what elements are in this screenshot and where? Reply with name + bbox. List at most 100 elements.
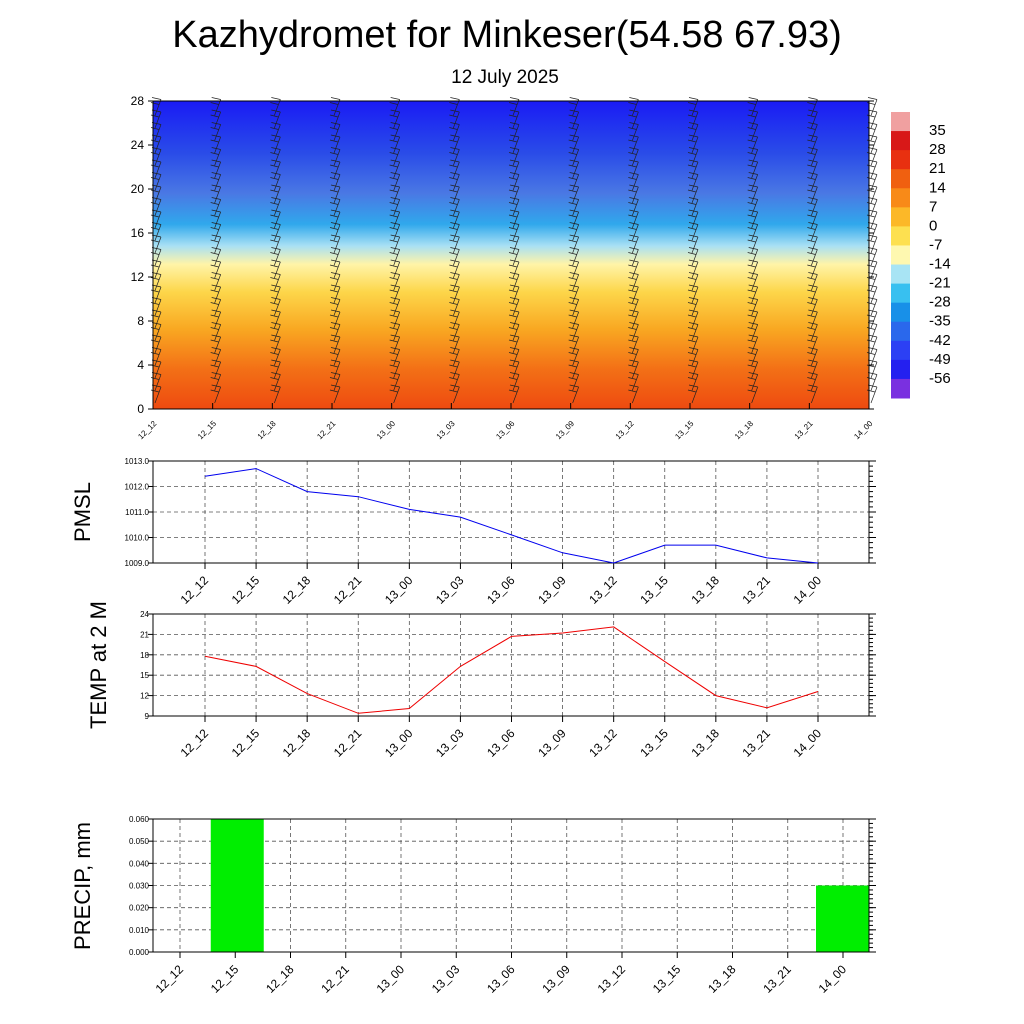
x-tick-label: 13_03 — [433, 573, 467, 607]
wind-barb — [393, 149, 400, 166]
wind-barb-flag — [747, 227, 756, 230]
wind-barb — [393, 374, 400, 391]
wind-barb-flag — [151, 97, 162, 100]
wind-barb — [393, 99, 400, 116]
pmsl-panel: 1009.0 1010.0 1011.0 1012.0 1013.0 12_12 12_15… — [70, 457, 876, 607]
wind-barb-flag — [270, 339, 279, 343]
wind-barb — [154, 324, 162, 341]
wind-barb-flag — [210, 202, 219, 205]
colorbar-label: 28 — [929, 141, 946, 158]
wind-barb — [512, 211, 520, 229]
wind-barb — [453, 324, 460, 341]
wind-barb-flag — [449, 114, 458, 118]
y-tick-label: 1011.0 — [125, 508, 149, 517]
wind-barb-flag — [687, 252, 697, 255]
wind-barb-flag — [628, 239, 637, 243]
wind-barb — [453, 186, 460, 204]
wind-barb-flag — [449, 277, 458, 280]
y-tick-label: 0.050 — [129, 837, 150, 846]
wind-barb — [870, 349, 878, 366]
wind-barb-flag — [270, 114, 279, 118]
colorbar-swatch — [891, 169, 910, 189]
y-tick-label: 0.010 — [129, 926, 150, 935]
wind-barb — [691, 161, 699, 179]
wind-barb-flag — [449, 352, 458, 355]
wind-barb-flag — [270, 352, 279, 355]
wind-barb — [811, 211, 818, 229]
wind-barb — [870, 161, 878, 179]
wind-barb — [154, 299, 162, 316]
pmsl-grid — [153, 460, 869, 564]
wind-barb-flag — [210, 314, 219, 318]
wind-barb-flag — [866, 214, 876, 218]
wind-barb-flag — [747, 152, 756, 155]
wind-barb-flag — [866, 202, 876, 205]
wind-barb-flag — [568, 202, 577, 205]
wind-barb-flag — [508, 227, 518, 230]
wind-barb-flag — [807, 302, 816, 305]
wind-barb — [214, 236, 221, 254]
wind-barb — [333, 299, 341, 316]
wind-barb-flag — [150, 114, 160, 118]
colorbar-label: 35 — [929, 122, 946, 139]
wind-barb-flag — [210, 139, 219, 143]
wind-barb-flag — [210, 264, 219, 268]
temp-ylabel: TEMP at 2 M — [86, 601, 111, 729]
x-tick-label: 12_18 — [256, 419, 278, 441]
wind-barb — [811, 299, 818, 316]
x-tick-label: 12_18 — [280, 726, 314, 760]
wind-barb — [751, 136, 758, 154]
wind-barb-flag — [270, 377, 279, 380]
wind-barb-flag — [747, 114, 756, 118]
wind-barb — [572, 236, 579, 254]
colorbar-label: -14 — [929, 256, 951, 273]
wind-barb-flag — [329, 114, 339, 118]
wind-barb-flag — [389, 102, 398, 105]
wind-barb-flag — [687, 302, 697, 305]
wind-barb — [154, 174, 162, 191]
wind-barb-flag — [866, 364, 876, 368]
wind-barb-flag — [568, 302, 577, 305]
wind-barb-flag — [568, 377, 577, 380]
temp-line — [204, 626, 819, 714]
wind-barb — [453, 199, 460, 216]
wind-barb-flag — [508, 264, 518, 268]
wind-barb — [751, 361, 758, 379]
wind-barb — [154, 261, 162, 279]
wind-barb-flag — [329, 264, 339, 268]
wind-barb — [751, 386, 758, 404]
wind-barb-flag — [687, 327, 697, 330]
x-tick-label: 13_15 — [650, 962, 684, 996]
colorbar-swatch — [891, 150, 910, 170]
x-tick-label: 12_15 — [196, 419, 218, 441]
wind-barb-flag — [866, 277, 876, 280]
wind-barb-flag — [628, 339, 637, 343]
wind-barb — [870, 374, 878, 391]
wind-barb-flag — [687, 227, 697, 230]
wind-barb-flag — [508, 202, 518, 205]
wind-barb — [333, 274, 341, 291]
wind-barb-flag — [329, 177, 339, 180]
wind-barb-flag — [389, 327, 398, 330]
wind-barb-flag — [866, 114, 876, 118]
wind-barb — [632, 286, 639, 304]
x-tick-label: 12_12 — [136, 419, 158, 441]
wind-barb-flag — [687, 189, 697, 193]
colorbar-label: -21 — [929, 275, 951, 292]
wind-barb — [453, 211, 460, 229]
x-tick-label: 13_00 — [375, 419, 397, 441]
wind-barb — [691, 136, 699, 154]
wind-barb — [214, 136, 221, 154]
wind-barb — [691, 324, 699, 341]
wind-barb-flag — [150, 202, 160, 205]
wind-barb-flag — [687, 102, 697, 105]
wind-barb — [393, 249, 400, 266]
wind-barb — [512, 386, 520, 404]
wind-barb-flag — [389, 352, 398, 355]
wind-barb — [333, 99, 341, 116]
wind-barb — [274, 224, 281, 241]
wind-barb — [333, 261, 341, 279]
y-tick-label: 15 — [140, 671, 149, 680]
x-tick-label: 12_18 — [280, 573, 314, 607]
x-tick-label: 13_12 — [595, 962, 629, 996]
